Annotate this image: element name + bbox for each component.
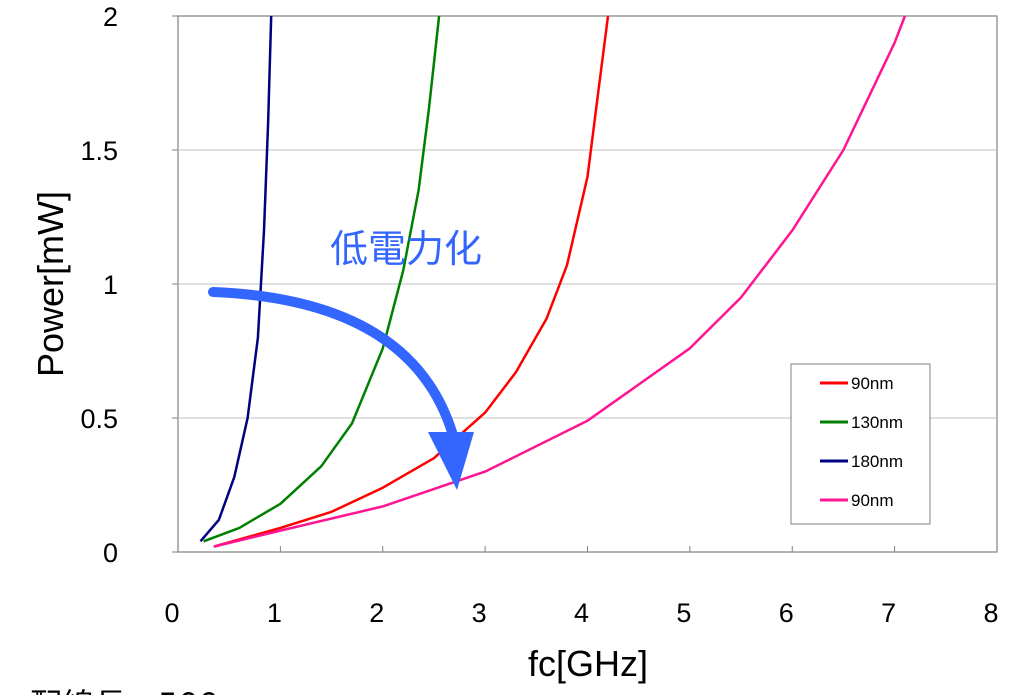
y-tick-label: 2 [103,2,118,32]
x-axis-ticks [177,546,998,552]
x-tick-label: 7 [881,598,896,628]
series-lines [199,15,907,548]
legend-box [790,363,931,525]
x-axis-tick-labels: 0 1 2 3 4 5 6 7 8 [164,598,998,628]
x-axis-title: fc[GHz] [528,643,648,684]
legend-label: 90nm [851,374,894,393]
y-tick-label: 1.5 [80,136,118,166]
series-line-0 [213,15,610,548]
series-line-1 [203,15,441,543]
legend-label: 130nm [851,413,903,432]
x-tick-label: 0 [164,598,179,628]
y-axis-title: Power[mW] [30,191,71,377]
y-tick-label: 1 [103,270,118,300]
y-axis-tick-labels: 0 0.5 1 1.5 2 [80,2,118,568]
annotation-low-power: 低電力化 [330,227,482,271]
series-line-3 [213,15,907,548]
y-axis-ticks [172,15,178,553]
x-tick-label: 5 [676,598,691,628]
arrow-head [428,432,474,490]
x-tick-label: 1 [267,598,282,628]
arrow-shaft [208,287,457,437]
arrow-annotation [208,287,474,490]
legend-label: 180nm [851,452,903,471]
x-tick-label: 2 [369,598,384,628]
series-line-2 [199,15,273,543]
y-tick-label: 0 [103,538,118,568]
y-tick-label: 0.5 [80,404,118,434]
x-tick-label: 8 [983,598,998,628]
legend-items: 90nm 130nm 180nm 90nm [820,374,903,510]
footnote-wire-length: 配線長：500um [30,686,271,695]
x-tick-label: 4 [574,598,589,628]
legend-label: 90nm [851,491,894,510]
x-tick-label: 6 [779,598,794,628]
legend: 90nm 130nm 180nm 90nm [790,363,931,525]
x-tick-label: 3 [472,598,487,628]
